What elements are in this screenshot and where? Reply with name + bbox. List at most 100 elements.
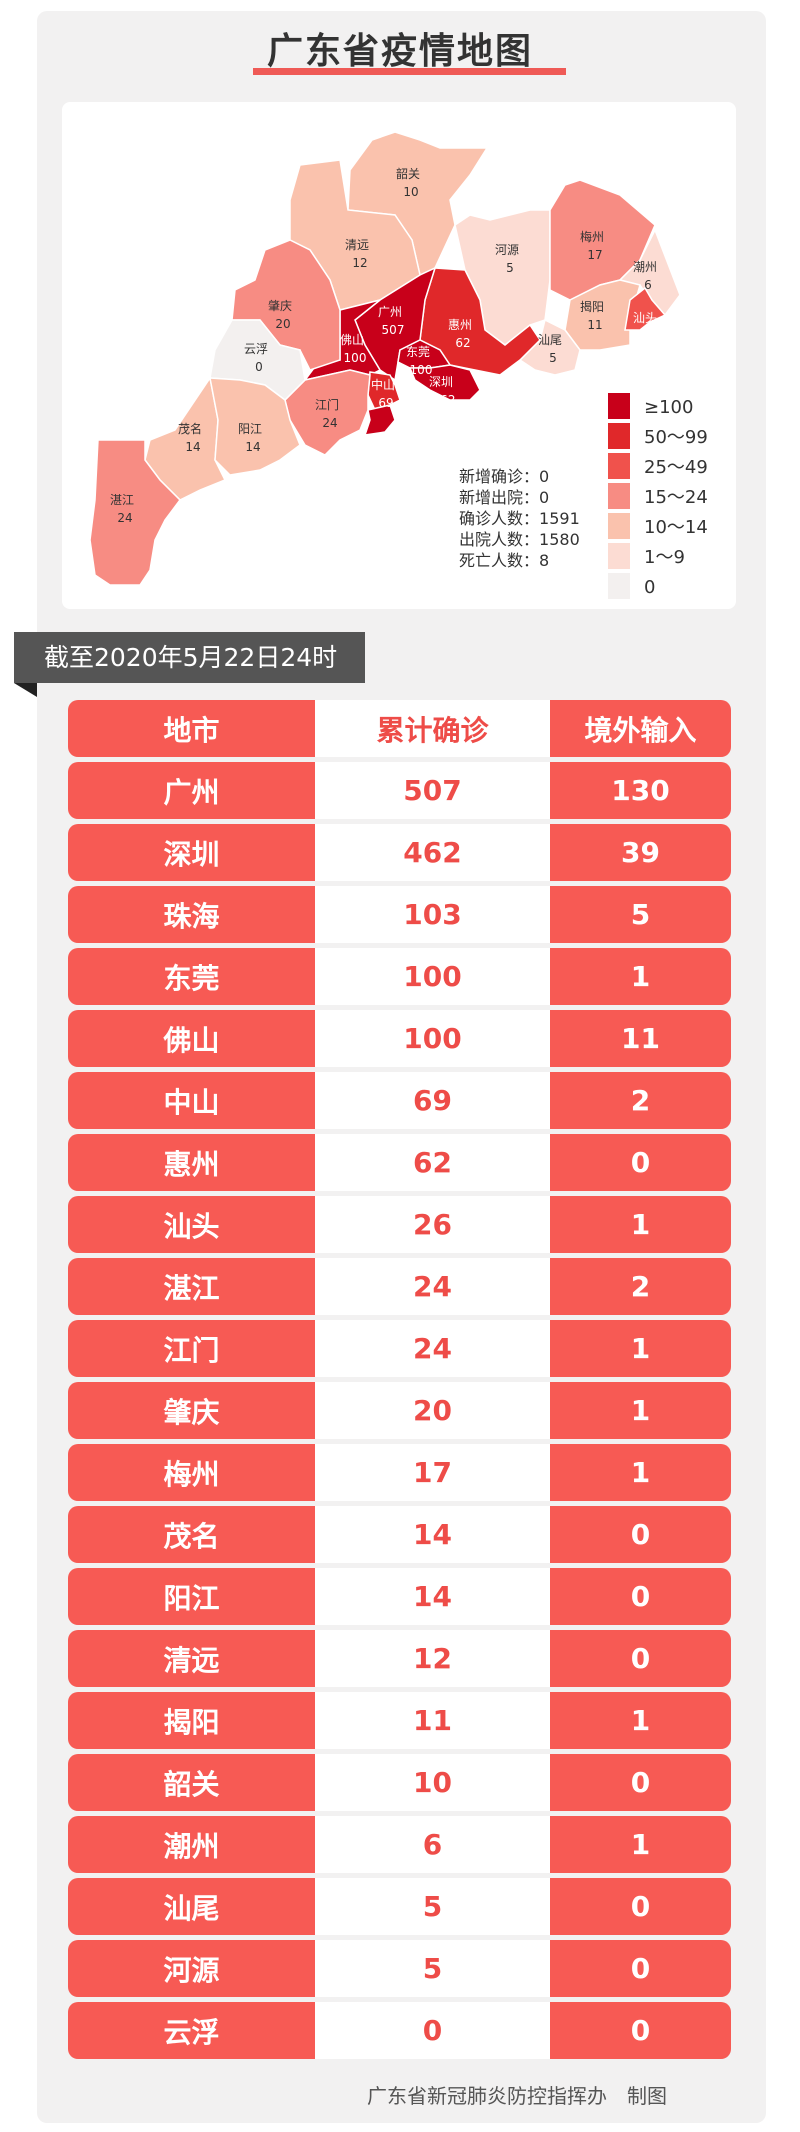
city-cell: 潮州 [68,1816,315,1873]
table-row: 深圳 462 39 [68,824,731,881]
stat-value: 0 [539,488,549,507]
city-cell: 深圳 [68,824,315,881]
city-cell: 广州 [68,762,315,819]
imported-cases-cell: 1 [550,1196,731,1253]
region-value-label: 100 [344,351,367,365]
city-cell: 清远 [68,1630,315,1687]
stat-colon: ： [523,509,539,528]
column-header: 累计确诊 [315,700,550,757]
legend-swatch [608,543,630,569]
map-panel: 韶关 10 清远 12 河源 5 梅州 17 潮州 6 揭阳 11 汕头 26 汕尾 5 惠州 62 广州 507 东莞… [62,102,736,609]
table-row: 潮州 6 1 [68,1816,731,1873]
region-name-label: 中山 [371,377,395,392]
region-name-label: 云浮 [244,342,268,356]
legend-swatch [608,423,630,449]
region-value-label: 26 [640,329,655,343]
city-cell: 惠州 [68,1134,315,1191]
total-cases-cell: 462 [315,824,550,881]
guangdong-map: 韶关 10 清远 12 河源 5 梅州 17 潮州 6 揭阳 11 汕头 26 汕尾 5 惠州 62 广州 507东莞… [89,131,708,599]
imported-cases-cell: 1 [550,948,731,1005]
total-cases-cell: 14 [315,1568,550,1625]
stat-line: 确诊人数：1591 [459,509,580,528]
table-row: 梅州 17 1 [68,1444,731,1501]
city-cell: 佛山 [68,1010,315,1067]
region-name-label: 河源 [495,243,519,257]
title-underline [253,68,566,75]
region-value-label: 11 [587,318,602,332]
imported-cases-cell: 0 [550,2002,731,2059]
total-cases-cell: 26 [315,1196,550,1253]
city-cell: 湛江 [68,1258,315,1315]
table-row: 珠海 103 5 [68,886,731,943]
table-row: 清远 12 0 [68,1630,731,1687]
region-name-label: 珠海 [396,415,420,430]
region-value-label: 17 [587,248,602,262]
city-cell: 汕头 [68,1196,315,1253]
imported-cases-cell: 2 [550,1258,731,1315]
region-value-label: 62 [455,336,470,350]
region-value-label: 20 [275,317,290,331]
table-row: 揭阳 11 1 [68,1692,731,1749]
table-row: 肇庆 20 1 [68,1382,731,1439]
total-cases-cell: 14 [315,1506,550,1563]
legend-label: 25～49 [644,457,708,478]
region-value-label: 14 [245,440,260,454]
region-name-label: 潮州 [633,259,657,274]
legend-swatch [608,483,630,509]
imported-cases-cell: 0 [550,1630,731,1687]
stat-label: 新增出院 [459,488,523,507]
city-cell: 揭阳 [68,1692,315,1749]
table-row: 佛山 100 11 [68,1010,731,1067]
stat-colon: ： [523,530,539,549]
stat-colon: ： [523,467,539,486]
region-name-label: 肇庆 [268,298,292,313]
banner-fold [14,683,37,697]
city-cell: 阳江 [68,1568,315,1625]
imported-cases-cell: 2 [550,1072,731,1129]
total-cases-cell: 11 [315,1692,550,1749]
total-cases-cell: 0 [315,2002,550,2059]
city-cell: 东莞 [68,948,315,1005]
total-cases-cell: 103 [315,886,550,943]
total-cases-cell: 69 [315,1072,550,1129]
total-cases-cell: 17 [315,1444,550,1501]
region-name-label: 惠州 [448,318,472,332]
city-cell: 茂名 [68,1506,315,1563]
map-region [209,377,301,476]
region-name-label: 汕头 [633,311,657,325]
legend-swatch [608,453,630,479]
region-value-label: 6 [644,278,652,292]
map-region [624,286,667,331]
region-value-label: 12 [352,256,367,270]
map-region [363,404,396,436]
legend-swatch [608,513,630,539]
region-value-label: 103 [400,434,423,448]
region-name-label: 汕尾 [538,333,562,347]
region-value-label: 507 [382,323,405,337]
imported-cases-cell: 130 [550,762,731,819]
region-name-label: 佛山 [340,333,364,347]
table-row: 韶关 10 0 [68,1754,731,1811]
table-row: 东莞 100 1 [68,948,731,1005]
stat-line: 死亡人数：8 [459,551,549,570]
total-cases-cell: 10 [315,1754,550,1811]
region-value-label: 5 [549,351,557,365]
stat-label: 新增确诊 [459,467,523,486]
region-value-label: 14 [185,440,200,454]
imported-cases-cell: 1 [550,1816,731,1873]
table-header-row: 地市 累计确诊 境外输入 [68,700,731,757]
total-cases-cell: 12 [315,1630,550,1687]
total-cases-cell: 62 [315,1134,550,1191]
city-cell: 肇庆 [68,1382,315,1439]
city-cell: 珠海 [68,886,315,943]
city-cell: 中山 [68,1072,315,1129]
legend-label: 15～24 [644,487,708,508]
legend-label: 50～99 [644,427,708,448]
legend-swatch [608,573,630,599]
table-row: 湛江 24 2 [68,1258,731,1315]
total-cases-cell: 5 [315,1940,550,1997]
stat-line: 出院人数：1580 [459,530,580,549]
stat-value: 1591 [539,509,580,528]
stat-value: 0 [539,467,549,486]
region-name-label: 深圳 [429,375,453,389]
